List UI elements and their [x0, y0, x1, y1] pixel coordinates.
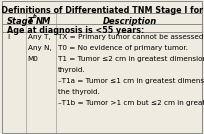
Text: TX = Primary tumor cannot be assessed.: TX = Primary tumor cannot be assessed. — [58, 34, 204, 40]
Text: Table 2. Definitions of Differentiated TNM Stage I for Papillar: Table 2. Definitions of Differentiated T… — [0, 6, 204, 15]
Text: –T1a = Tumor ≤1 cm in greatest dimension, limited to: –T1a = Tumor ≤1 cm in greatest dimension… — [58, 78, 204, 84]
Text: Description: Description — [103, 17, 157, 26]
Text: the thyroid.: the thyroid. — [58, 89, 100, 95]
Text: T: T — [28, 17, 33, 26]
Text: T0 = No evidence of primary tumor.: T0 = No evidence of primary tumor. — [58, 45, 188, 51]
Text: NM: NM — [36, 17, 51, 26]
Text: Any N,: Any N, — [28, 45, 51, 51]
Text: –T1b = Tumor >1 cm but ≤2 cm in greatest dimension: –T1b = Tumor >1 cm but ≤2 cm in greatest… — [58, 100, 204, 106]
Text: Any T,: Any T, — [28, 34, 50, 40]
Text: T1 = Tumor ≤2 cm in greatest dimension, limited to th: T1 = Tumor ≤2 cm in greatest dimension, … — [58, 56, 204, 62]
Text: I: I — [7, 34, 9, 40]
Text: thyroid.: thyroid. — [58, 67, 86, 73]
Text: Age at diagnosis is <55 years:: Age at diagnosis is <55 years: — [7, 26, 144, 35]
Text: b: b — [33, 14, 37, 19]
Text: M0: M0 — [28, 56, 38, 62]
Text: Stage: Stage — [7, 17, 34, 26]
